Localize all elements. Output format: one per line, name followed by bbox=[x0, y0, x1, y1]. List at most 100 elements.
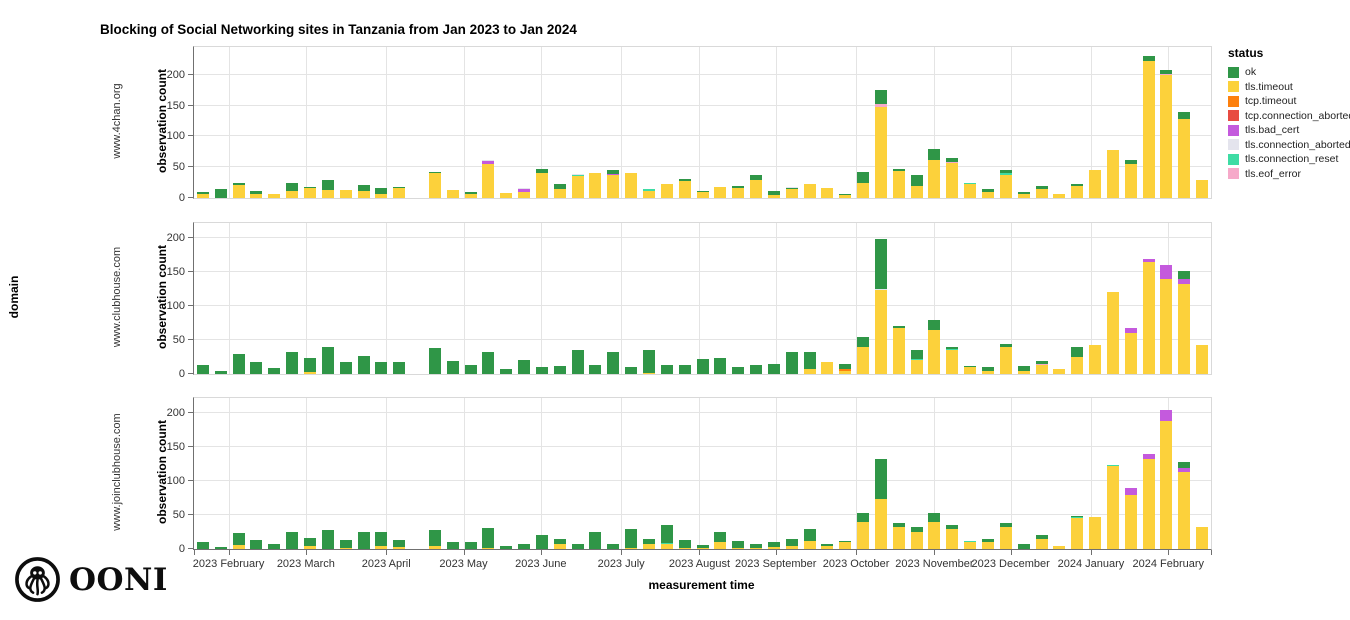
bar[interactable] bbox=[589, 532, 602, 549]
bar-segment-ok[interactable] bbox=[964, 365, 977, 368]
bar-segment-ok[interactable] bbox=[839, 540, 852, 543]
bar[interactable] bbox=[892, 169, 905, 198]
bar[interactable] bbox=[553, 538, 566, 549]
bar[interactable] bbox=[892, 326, 905, 374]
bar[interactable] bbox=[446, 361, 459, 374]
bar-segment-t[interactable] bbox=[1196, 179, 1209, 198]
bar-segment-t[interactable] bbox=[839, 194, 852, 198]
bar-segment-t[interactable] bbox=[767, 194, 780, 198]
bar[interactable] bbox=[571, 350, 584, 374]
bar-segment-ok[interactable] bbox=[589, 532, 602, 549]
bar-segment-t[interactable] bbox=[821, 362, 834, 374]
bar-segment-ok[interactable] bbox=[678, 540, 691, 548]
bar[interactable] bbox=[321, 179, 334, 198]
bar[interactable] bbox=[1160, 70, 1173, 198]
bar-segment-t[interactable] bbox=[571, 176, 584, 198]
bar-segment-t[interactable] bbox=[1142, 459, 1155, 549]
bar-segment-ok[interactable] bbox=[214, 370, 227, 374]
bar[interactable] bbox=[196, 192, 209, 198]
bar-segment-t[interactable] bbox=[678, 180, 691, 198]
bar-segment-ok[interactable] bbox=[250, 190, 263, 194]
bar-segment-t[interactable] bbox=[660, 543, 673, 549]
bar[interactable] bbox=[500, 545, 513, 549]
bar[interactable] bbox=[375, 188, 388, 198]
bar[interactable] bbox=[250, 362, 263, 374]
bar-segment-t[interactable] bbox=[785, 545, 798, 549]
bar[interactable] bbox=[696, 190, 709, 198]
bar-segment-ok[interactable] bbox=[1071, 516, 1084, 518]
bar-segment-ef[interactable] bbox=[874, 104, 887, 107]
bar[interactable] bbox=[232, 183, 245, 198]
bar[interactable] bbox=[232, 353, 245, 374]
bar-segment-t[interactable] bbox=[1106, 466, 1119, 549]
bar[interactable] bbox=[1053, 545, 1066, 549]
bar[interactable] bbox=[1178, 111, 1191, 198]
bar-segment-t[interactable] bbox=[696, 192, 709, 198]
bar[interactable] bbox=[1196, 344, 1209, 374]
bar[interactable] bbox=[1071, 346, 1084, 374]
bar-segment-ok[interactable] bbox=[482, 352, 495, 374]
bar-segment-t[interactable] bbox=[428, 545, 441, 549]
bar-segment-ok[interactable] bbox=[714, 532, 727, 543]
bar-segment-t[interactable] bbox=[999, 346, 1012, 374]
bar-segment-t[interactable] bbox=[1142, 261, 1155, 374]
bar[interactable] bbox=[321, 529, 334, 549]
bar-segment-t[interactable] bbox=[1160, 421, 1173, 549]
bar-segment-t[interactable] bbox=[946, 528, 959, 549]
bar-segment-t[interactable] bbox=[393, 546, 406, 549]
bar-segment-ok[interactable] bbox=[607, 543, 620, 549]
bar-segment-ok[interactable] bbox=[303, 358, 316, 372]
bar[interactable] bbox=[375, 362, 388, 374]
bar[interactable] bbox=[339, 362, 352, 374]
bar[interactable] bbox=[571, 543, 584, 549]
bar[interactable] bbox=[839, 540, 852, 549]
bar[interactable] bbox=[874, 459, 887, 549]
bar[interactable] bbox=[767, 363, 780, 374]
bar[interactable] bbox=[553, 184, 566, 198]
bar-segment-t[interactable] bbox=[1017, 370, 1030, 374]
bar-segment-ok[interactable] bbox=[892, 326, 905, 329]
bar-segment-ok[interactable] bbox=[535, 367, 548, 374]
bar-segment-t[interactable] bbox=[714, 542, 727, 549]
bar-segment-tcp[interactable] bbox=[839, 369, 852, 371]
bar[interactable] bbox=[714, 186, 727, 198]
bar-segment-t[interactable] bbox=[678, 547, 691, 549]
bar-segment-ok[interactable] bbox=[321, 529, 334, 549]
bar-segment-cr[interactable] bbox=[1106, 465, 1119, 467]
bar-segment-t[interactable] bbox=[732, 187, 745, 198]
bar-segment-ok[interactable] bbox=[928, 512, 941, 522]
bar-segment-t[interactable] bbox=[1035, 538, 1048, 549]
bar[interactable] bbox=[607, 351, 620, 374]
bar[interactable] bbox=[857, 336, 870, 374]
bar[interactable] bbox=[303, 538, 316, 549]
bar[interactable] bbox=[357, 532, 370, 549]
bar-segment-t[interactable] bbox=[964, 542, 977, 549]
bar-segment-ok[interactable] bbox=[393, 186, 406, 188]
bar[interactable] bbox=[268, 367, 281, 374]
bar[interactable] bbox=[803, 528, 816, 549]
bar-segment-t[interactable] bbox=[696, 547, 709, 549]
bar[interactable] bbox=[1178, 270, 1191, 374]
bar-segment-t[interactable] bbox=[981, 542, 994, 549]
bar-segment-ca[interactable] bbox=[571, 174, 584, 176]
bar[interactable] bbox=[196, 365, 209, 374]
bar-segment-bc[interactable] bbox=[1160, 265, 1173, 279]
bar[interactable] bbox=[1178, 461, 1191, 549]
bar-segment-ok[interactable] bbox=[857, 336, 870, 347]
bar[interactable] bbox=[999, 170, 1012, 198]
bar[interactable] bbox=[1124, 159, 1137, 198]
bar[interactable] bbox=[589, 365, 602, 374]
bar-segment-ok[interactable] bbox=[464, 192, 477, 194]
bar[interactable] bbox=[874, 239, 887, 374]
bar-segment-t[interactable] bbox=[767, 546, 780, 549]
bar[interactable] bbox=[928, 319, 941, 374]
bar-segment-ok[interactable] bbox=[981, 366, 994, 371]
bar[interactable] bbox=[678, 365, 691, 374]
bar-segment-t[interactable] bbox=[821, 545, 834, 549]
bar[interactable] bbox=[981, 366, 994, 374]
bar[interactable] bbox=[535, 535, 548, 549]
bar[interactable] bbox=[339, 540, 352, 549]
bar-segment-bc[interactable] bbox=[1178, 278, 1191, 284]
bar[interactable] bbox=[803, 351, 816, 374]
bar[interactable] bbox=[286, 532, 299, 549]
